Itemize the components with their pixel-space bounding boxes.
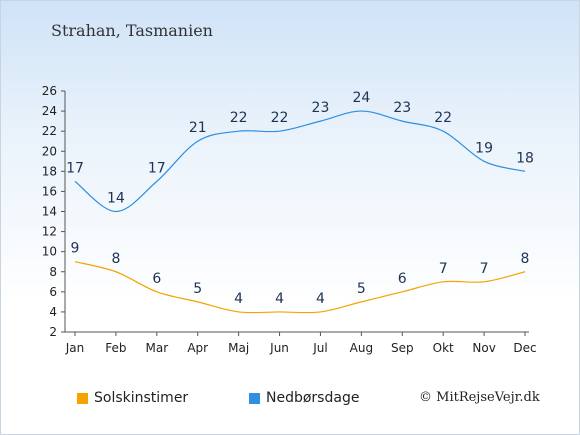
x-tick-label: Jul (312, 341, 327, 355)
y-tick-label: 20 (42, 144, 57, 158)
legend-swatch-rain (249, 392, 260, 404)
series-line-rain (74, 110, 526, 213)
y-tick-label: 18 (42, 164, 57, 178)
y-tick-label: 22 (42, 124, 57, 138)
data-label-sun: 9 (71, 241, 80, 257)
y-tick-label: 26 (42, 84, 57, 98)
data-label-rain: 22 (434, 110, 452, 126)
series-line-sun (74, 261, 526, 314)
legend-item-sun: Solskinstimer (77, 390, 188, 406)
legend-item-rain: Nedbørsdage (249, 390, 359, 406)
data-label-rain: 17 (148, 160, 166, 176)
x-tick-label: Maj (228, 341, 249, 355)
data-label-rain: 18 (516, 150, 534, 166)
data-label-sun: 8 (111, 251, 120, 267)
x-tick-label: Dec (513, 341, 536, 355)
data-label-rain: 22 (271, 110, 289, 126)
x-tick-label: Jun (269, 341, 289, 355)
x-tick-label: Feb (105, 341, 126, 355)
data-label-sun: 4 (316, 291, 325, 307)
credit-text: © MitRejseVejr.dk (419, 390, 540, 405)
y-tick-label: 14 (42, 205, 57, 219)
data-label-rain: 23 (312, 100, 330, 116)
data-label-rain: 24 (352, 90, 370, 106)
y-tick-label: 10 (42, 245, 57, 259)
y-tick-label: 16 (42, 184, 57, 198)
x-tick-label: Apr (187, 341, 208, 355)
data-label-rain: 23 (393, 100, 411, 116)
chart-title: Strahan, Tasmanien (51, 21, 213, 40)
legend-label-rain: Nedbørsdage (266, 390, 360, 406)
data-label-rain: 22 (230, 110, 248, 126)
y-tick-label: 2 (49, 325, 57, 339)
data-label-sun: 4 (275, 291, 284, 307)
y-tick-label: 8 (49, 265, 57, 279)
data-label-sun: 7 (480, 261, 489, 277)
data-label-sun: 6 (398, 271, 407, 287)
x-tick-label: Sep (391, 341, 414, 355)
data-label-rain: 17 (66, 160, 84, 176)
data-label-sun: 6 (152, 271, 161, 287)
data-label-sun: 8 (521, 251, 530, 267)
data-label-sun: 4 (234, 291, 243, 307)
data-label-rain: 21 (189, 120, 207, 136)
x-tick-label: Mar (145, 341, 168, 355)
x-tick-label: Aug (350, 341, 373, 355)
y-tick-label: 12 (42, 225, 57, 239)
legend-label-sun: Solskinstimer (94, 390, 189, 406)
data-label-sun: 5 (193, 281, 202, 297)
y-tick-label: 24 (42, 104, 57, 118)
x-tick-label: Okt (433, 341, 454, 355)
data-label-rain: 14 (107, 191, 125, 207)
x-tick-label: Nov (472, 341, 495, 355)
x-tick-label: Jan (65, 341, 85, 355)
data-label-rain: 19 (475, 140, 493, 156)
data-label-sun: 5 (357, 281, 366, 297)
y-tick-label: 4 (49, 305, 57, 319)
y-tick-label: 6 (49, 285, 57, 299)
legend-swatch-sun (77, 392, 88, 404)
data-label-sun: 7 (439, 261, 448, 277)
